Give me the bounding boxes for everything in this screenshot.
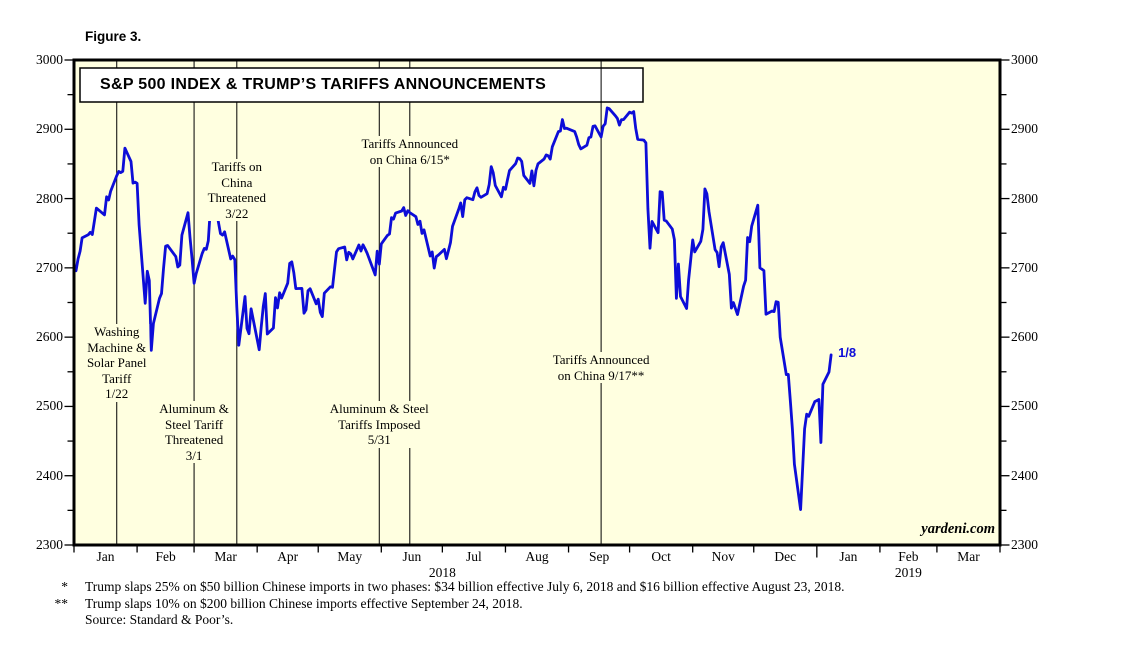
figure-label: Figure 3. (85, 29, 142, 44)
event-annotation-line: Aluminum & (159, 401, 229, 416)
y-axis-label-right: 3000 (1011, 52, 1038, 67)
event-annotation-line: Tariff (102, 370, 132, 386)
month-label-feb-2019: Feb (898, 549, 919, 564)
y-axis-label-left: 2700 (36, 259, 63, 275)
footnote-row: Source: Standard & Poor’s. (40, 612, 844, 629)
event-annotation-line: Tariffs on (211, 159, 263, 174)
event-annotation: Washing Machine & Solar Panel Tariff 1/22 (83, 324, 150, 402)
event-annotation-line: 5/31 (367, 432, 391, 447)
event-annotation-line: Threatened (207, 190, 267, 205)
event-annotation-line: 1/22 (105, 386, 129, 401)
y-axis-label-right: 2500 (1011, 398, 1038, 414)
month-label-jan-2019: Jan (839, 549, 858, 564)
title-box (79, 67, 644, 103)
month-label-apr: Apr (277, 549, 299, 564)
event-annotation-line: 3/1 (185, 447, 203, 463)
event-annotation-line: Tariffs Announced (361, 136, 459, 151)
event-annotation: Aluminum & Steel Tariffs Imposed 5/31 (326, 401, 432, 448)
month-label-sep: Sep (588, 549, 610, 564)
month-label-aug: Aug (525, 549, 549, 564)
event-annotation-line: China (221, 174, 253, 190)
y-axis-label-left: 2800 (36, 190, 63, 206)
event-annotation-line: Washing (94, 324, 140, 339)
y-axis-label-left: 2600 (36, 329, 63, 345)
year-label-2018: 2018 (428, 565, 456, 580)
event-annotation: Tariffs Announced on China 9/17** (549, 352, 653, 383)
month-label-nov: Nov (711, 549, 735, 564)
month-label-mar-2019: Mar (957, 549, 980, 564)
event-annotation: Tariffs on China Threatened 3/22 (204, 159, 270, 221)
event-annotation-line: Solar Panel (86, 355, 147, 370)
event-annotation-line: Threatened (164, 432, 224, 447)
month-label-mar: Mar (214, 549, 237, 564)
event-annotation-line: Tariffs Imposed (338, 416, 421, 432)
footnote-row: * Trump slaps 25% on $50 billion Chinese … (40, 579, 844, 596)
watermark-yardeni: yardeni.com (921, 521, 995, 537)
footnotes: * Trump slaps 25% on $50 billion Chinese … (40, 579, 845, 629)
y-axis-label-right: 2600 (1011, 329, 1038, 345)
month-label-may: May (337, 549, 363, 564)
y-axis-label-right: 2800 (1011, 190, 1038, 206)
y-axis-label-left: 2500 (36, 398, 63, 414)
footnote-marker: * (61, 579, 68, 594)
latest-point-label: 1/8 (838, 344, 857, 360)
footnote-text: Source: Standard & Poor’s. (85, 612, 234, 627)
event-annotation-line: on China 9/17** (557, 367, 645, 383)
y-axis-label-left: 3000 (36, 52, 63, 67)
y-axis-label-right: 2700 (1011, 259, 1038, 275)
footnote-marker (40, 612, 68, 629)
month-label-dec: Dec (774, 549, 797, 564)
event-annotation-line: 3/22 (225, 205, 249, 221)
footnote-text: Trump slaps 25% on $50 billion Chinese i… (85, 579, 845, 594)
footnote-marker: ** (54, 595, 69, 611)
month-label-oct: Oct (651, 549, 671, 564)
plot-frame (72, 58, 1002, 547)
chart-title: S&P 500 INDEX & TRUMP’S TARIFFS ANNOUNCE… (100, 76, 547, 93)
sp500-line (74, 106, 833, 512)
y-axis-label-right: 2400 (1011, 467, 1038, 483)
month-label-jan: Jan (96, 549, 115, 564)
event-annotation-line: Aluminum & Steel (329, 401, 429, 416)
y-axis-label-left: 2300 (36, 537, 63, 552)
footnote-row: ** Trump slaps 10% on $200 billion Chines… (40, 596, 844, 613)
y-axis-label-right: 2900 (1011, 121, 1038, 137)
footnote-text: Trump slaps 10% on $200 billion Chinese … (85, 595, 523, 611)
y-axis-label-left: 2900 (36, 121, 63, 137)
plot-background (74, 60, 1000, 545)
month-label-jul: Jul (466, 549, 482, 564)
event-annotation: Aluminum & Steel Tariff Threatened 3/1 (156, 401, 232, 463)
event-annotation-line: Machine & (87, 339, 147, 355)
year-label-2019: 2019 (894, 565, 922, 580)
y-axis-label-left: 2400 (36, 467, 63, 483)
event-annotation: Tariffs Announced on China 6/15* (358, 136, 462, 167)
month-label-jun: Jun (402, 549, 422, 564)
y-axis-label-right: 2300 (1011, 537, 1038, 552)
month-label-feb: Feb (155, 549, 176, 564)
event-annotation-line: on China 6/15* (369, 151, 450, 167)
event-annotation-line: Tariffs Announced (552, 352, 650, 367)
event-annotation-line: Steel Tariff (164, 416, 224, 432)
